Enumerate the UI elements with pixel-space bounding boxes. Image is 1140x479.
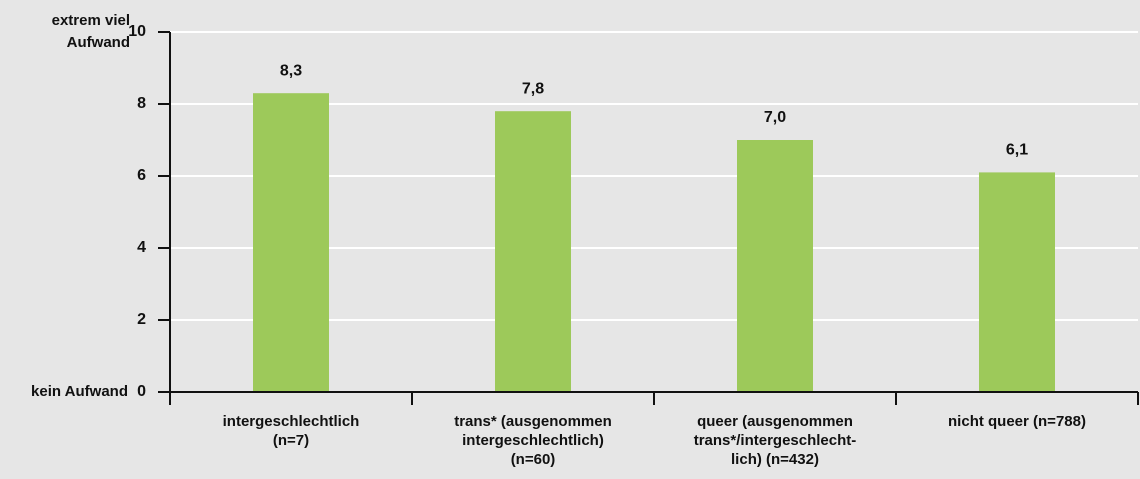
bar	[737, 140, 813, 392]
x-tick-label: trans* (ausgenommen intergeschlechtlich)…	[454, 413, 612, 468]
value-label: 8,3	[280, 62, 302, 79]
value-label: 6,1	[1006, 142, 1028, 159]
y-tick-label: 2	[137, 311, 146, 328]
bar	[495, 111, 571, 392]
y-tick-label: 8	[137, 95, 146, 112]
y-top-label: extrem viel Aufwand	[51, 12, 130, 51]
x-tick-label: queer (ausgenommen trans*/intergeschlech…	[693, 413, 857, 468]
bar	[253, 93, 329, 392]
x-tick-label: nicht queer (n=788)	[948, 413, 1086, 430]
y-tick-label: 4	[137, 239, 146, 256]
y-tick-label: 0	[137, 383, 146, 400]
y-tick-label: 10	[128, 23, 146, 40]
y-bottom-label: kein Aufwand	[31, 383, 128, 400]
value-label: 7,0	[764, 109, 786, 126]
x-tick-label: intergeschlechtlich (n=7)	[222, 413, 360, 449]
value-label: 7,8	[522, 80, 544, 97]
y-tick-label: 6	[137, 167, 146, 184]
bar	[979, 172, 1055, 392]
